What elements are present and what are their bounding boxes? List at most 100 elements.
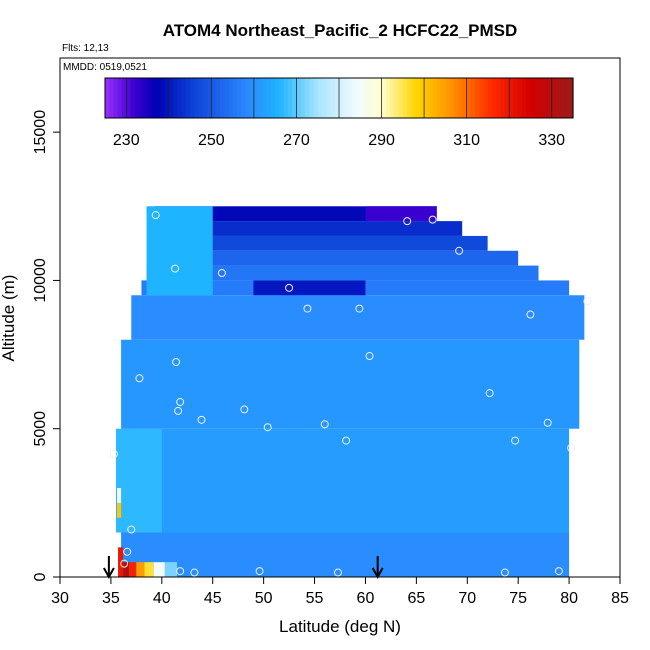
heatmap-cell (253, 280, 366, 296)
heatmap-cell (116, 428, 162, 533)
data-point (217, 269, 226, 278)
heatmap-cell (146, 206, 213, 296)
data-point (176, 567, 185, 576)
colorbar-segment (181, 78, 187, 118)
colorbar-segment (109, 78, 115, 118)
data-point (190, 568, 199, 577)
colorbar-segment (232, 78, 238, 118)
data-point (583, 297, 592, 306)
colorbar-segment (368, 78, 374, 118)
colorbar-segment (249, 78, 255, 118)
colorbar-tick-label: 250 (198, 132, 225, 149)
colorbar-segment (177, 78, 183, 118)
colorbar-segment (475, 78, 480, 118)
data-point (285, 283, 294, 292)
colorbar-segment (215, 78, 221, 118)
colorbar-segment (194, 78, 200, 118)
y-tick-label: 15000 (32, 110, 49, 155)
colorbar-segment (487, 78, 493, 118)
colorbar-segment (270, 78, 276, 118)
heatmap-cell (365, 206, 437, 222)
colorbar-segment (479, 78, 485, 118)
colorbar-segment (538, 78, 544, 118)
colorbar-segment (398, 78, 404, 118)
data-point (526, 310, 535, 319)
colorbar-segment (343, 78, 349, 118)
colorbar-segment (105, 78, 110, 118)
x-tick-label: 30 (51, 590, 69, 607)
colorbar-segment (224, 78, 229, 118)
data-point (123, 547, 132, 556)
colorbar-segment (534, 78, 540, 118)
colorbar-segment (377, 78, 383, 118)
heatmap-cell (123, 562, 130, 577)
colorbar-segment (321, 78, 327, 118)
colorbar-segment (492, 78, 498, 118)
colorbar-segment (555, 78, 561, 118)
colorbar-segment (449, 78, 455, 118)
colorbar-segment (164, 78, 170, 118)
colorbar-segment (351, 78, 357, 118)
colorbar-tick-label: 310 (453, 132, 480, 149)
x-tick-label: 85 (611, 590, 629, 607)
colorbar-segment (283, 78, 289, 118)
data-point (176, 398, 185, 407)
colorbar-segment (219, 78, 225, 118)
colorbar-frame (104, 77, 574, 119)
data-point (120, 559, 129, 568)
colorbar-segment (500, 78, 506, 118)
colorbar-segment (560, 78, 566, 118)
data-point (567, 443, 576, 452)
heatmap-cell (136, 562, 145, 577)
colorbar-segment (185, 78, 191, 118)
colorbar-segment (173, 78, 178, 118)
colorbar-segment (411, 78, 417, 118)
x-axis: 30 35 40 45 50 55 60 65 70 75 80 85 (51, 577, 629, 607)
colorbar-segment (168, 78, 174, 118)
chart-title: ATOM4 Northeast_Pacific_2 HCFC22_PMSD (163, 21, 518, 40)
colorbar-segment (521, 78, 527, 118)
colorbar-segment (373, 78, 378, 118)
colorbar-segment (402, 78, 408, 118)
colorbar-segment (258, 78, 264, 118)
colorbar-segment (143, 78, 149, 118)
colorbar-segment (139, 78, 144, 118)
colorbar-segment (513, 78, 519, 118)
colorbar-segment (543, 78, 549, 118)
colorbar-segment (266, 78, 272, 118)
x-tick-label: 45 (204, 590, 222, 607)
heatmap-cell (153, 562, 165, 577)
y-axis-label: Altitude (m) (0, 275, 18, 362)
x-tick-label: 35 (102, 590, 120, 607)
colorbar-segment (317, 78, 323, 118)
colorbar-segment (275, 78, 281, 118)
data-point (135, 374, 144, 383)
colorbar-segment (122, 78, 127, 118)
colorbar-segment (134, 78, 140, 118)
colorbar-segment (279, 78, 285, 118)
colorbar-segment (117, 78, 123, 118)
colorbar-tick-label: 330 (538, 132, 565, 149)
colorbar-segment (126, 78, 132, 118)
data-point (355, 304, 364, 313)
colorbar-segment (228, 78, 234, 118)
heatmap-cell (129, 562, 137, 577)
plot-frame (59, 57, 621, 578)
data-point (554, 567, 563, 576)
colorbar-segment (547, 78, 553, 118)
heatmap-cell (144, 562, 154, 577)
date-annotation: MMDD: 0519,0521 (63, 62, 147, 73)
y-tick-label: 5000 (32, 411, 49, 447)
colorbar-segment (568, 78, 574, 118)
colorbar-segment (517, 78, 523, 118)
colorbar-segment (309, 78, 315, 118)
colorbar-segment (360, 78, 366, 118)
heatmap-cell (164, 562, 178, 577)
colorbar-segment (313, 78, 319, 118)
data-point (342, 436, 351, 445)
x-axis-label: Latitude (deg N) (279, 617, 401, 636)
colorbar-segment (381, 78, 387, 118)
data-point (365, 352, 374, 361)
colorbar-segment (253, 78, 259, 118)
colorbar-segment (296, 78, 302, 118)
